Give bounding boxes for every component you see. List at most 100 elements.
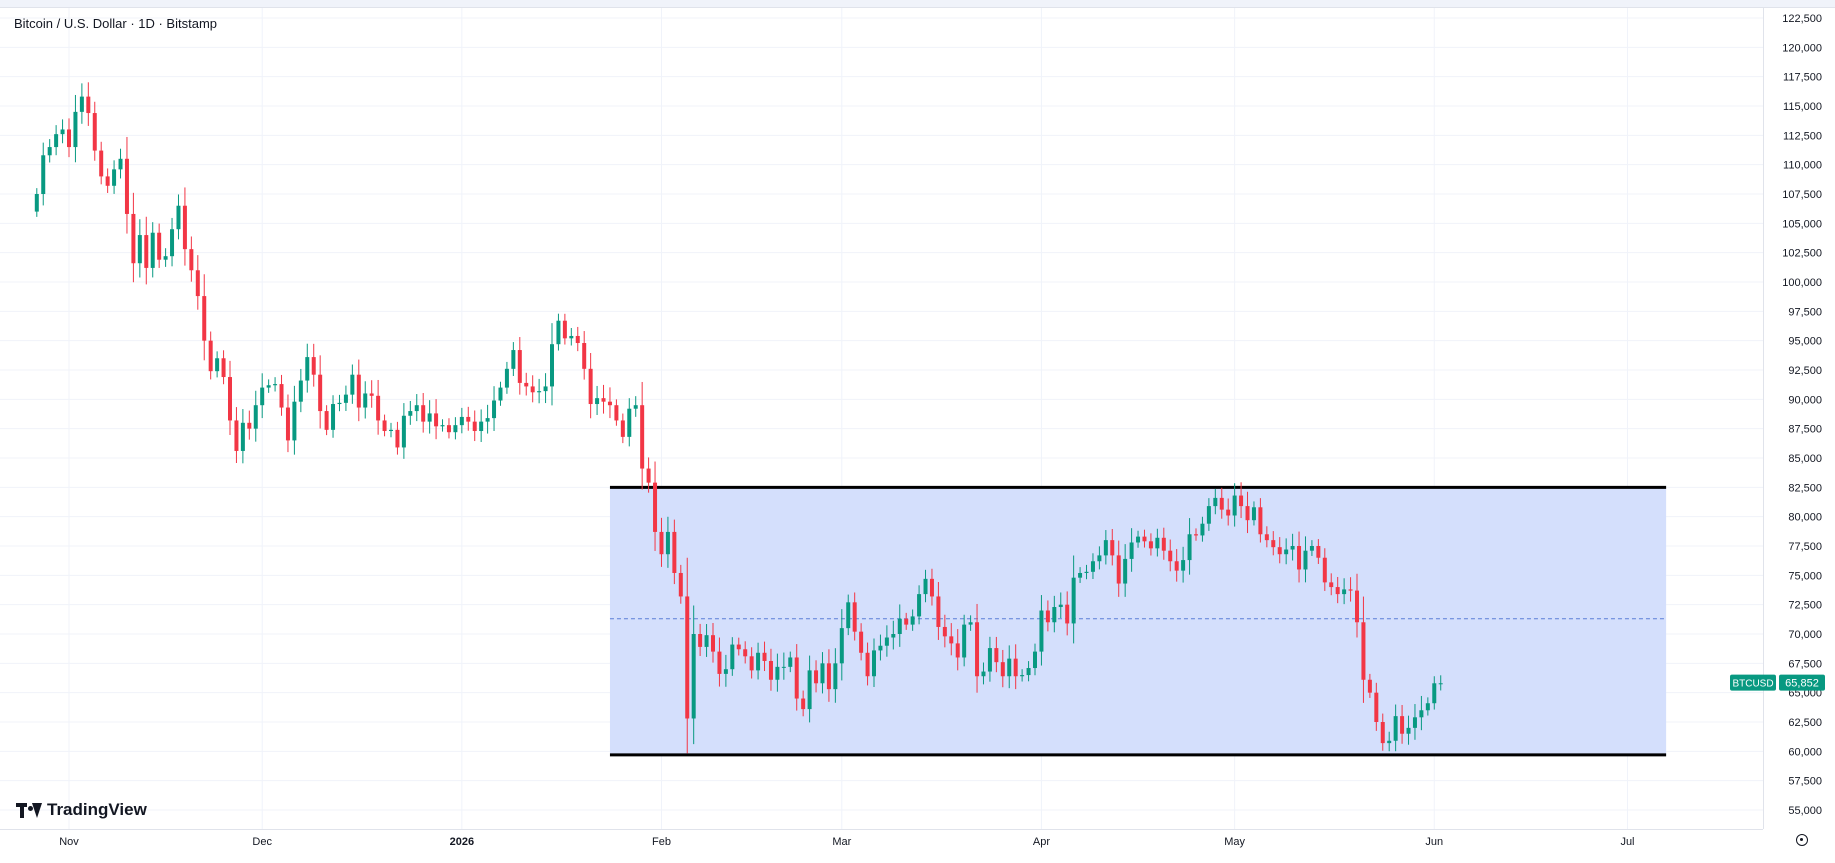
- settings-icon[interactable]: [1796, 834, 1808, 846]
- candle: [106, 168, 110, 193]
- candle-body: [1310, 546, 1314, 551]
- candle: [48, 139, 52, 162]
- candle-body: [1046, 611, 1050, 623]
- candle-body: [621, 420, 625, 436]
- candle: [383, 415, 387, 437]
- candle-body: [48, 147, 52, 155]
- candle-body: [1439, 683, 1443, 684]
- candle-body: [891, 634, 895, 638]
- candle: [434, 399, 438, 439]
- candle-body: [1149, 541, 1153, 548]
- price-axis[interactable]: 55,00057,50060,00062,50065,00067,50070,0…: [1763, 8, 1835, 829]
- candle-body: [1323, 558, 1327, 583]
- candle-body: [563, 321, 567, 339]
- candle-body: [292, 402, 296, 441]
- candle: [331, 395, 335, 438]
- candle-body: [936, 596, 940, 627]
- candle-body: [1407, 728, 1411, 734]
- candle: [518, 337, 522, 395]
- candle: [531, 375, 535, 402]
- candle: [196, 255, 200, 310]
- candle-body: [421, 405, 425, 421]
- candle-body: [1381, 722, 1385, 743]
- candle: [99, 142, 103, 185]
- candle: [589, 353, 593, 418]
- candle-body: [943, 627, 947, 636]
- price-tick-label: 62,500: [1788, 717, 1822, 729]
- candle: [209, 332, 213, 380]
- candle-body: [1027, 668, 1031, 675]
- candle-body: [1162, 538, 1166, 551]
- candle: [144, 217, 148, 285]
- time-tick-label: Mar: [832, 836, 851, 848]
- candle: [228, 361, 232, 435]
- tradingview-logo-icon: [16, 803, 42, 818]
- time-axis[interactable]: Nov Dec 2026 Feb Mar Apr May Jun Jul: [0, 830, 1763, 849]
- candle-body: [975, 622, 979, 676]
- candle-body: [795, 657, 799, 698]
- price-tick-label: 110,000: [1783, 160, 1822, 172]
- candle-body: [1001, 662, 1005, 676]
- candle-body: [1387, 741, 1391, 743]
- candle-body: [544, 386, 548, 391]
- candle-body: [86, 97, 90, 113]
- candle: [183, 187, 187, 265]
- candle-body: [479, 422, 483, 431]
- candle-body: [1065, 605, 1069, 624]
- candle-body: [717, 652, 721, 674]
- candle-body: [1091, 561, 1095, 572]
- candle-body: [550, 344, 554, 386]
- candle-body: [1213, 498, 1217, 506]
- price-tick-label: 60,000: [1788, 746, 1822, 758]
- candle: [280, 375, 284, 416]
- candle: [344, 386, 348, 411]
- candle: [254, 391, 258, 442]
- candle-body: [981, 672, 985, 677]
- candle-body: [209, 341, 213, 372]
- candle: [640, 382, 644, 490]
- candle-body: [1059, 605, 1063, 607]
- time-tick-label: Apr: [1033, 836, 1050, 848]
- price-tick-label: 112,500: [1783, 130, 1822, 142]
- candle-body: [383, 420, 387, 431]
- candle-body: [634, 405, 638, 409]
- candle-body: [460, 417, 464, 425]
- candle-body: [1342, 589, 1346, 594]
- candle-body: [1052, 607, 1056, 622]
- candle: [569, 328, 573, 346]
- candle-body: [1097, 555, 1101, 561]
- candle: [608, 387, 612, 418]
- candle-body: [788, 657, 792, 666]
- candle-body: [318, 375, 322, 411]
- candle-body: [402, 416, 406, 448]
- candle: [370, 380, 374, 408]
- candle-body: [1419, 710, 1423, 717]
- range-annotation[interactable]: [610, 487, 1666, 755]
- candle-body: [312, 357, 316, 375]
- candle-body: [222, 358, 226, 377]
- candle-body: [1033, 652, 1037, 668]
- candle: [73, 95, 77, 162]
- price-tick-label: 90,000: [1788, 394, 1822, 406]
- candle: [170, 218, 174, 266]
- candle-body: [672, 532, 676, 573]
- candle-body: [589, 369, 593, 404]
- candle-body: [846, 602, 850, 628]
- candle-body: [1104, 540, 1108, 555]
- candle: [582, 331, 586, 380]
- candle-body: [1265, 534, 1269, 540]
- candle-body: [685, 596, 689, 718]
- tradingview-logo[interactable]: TradingView: [16, 800, 147, 820]
- candle-body: [228, 377, 232, 420]
- candle-body: [1175, 561, 1179, 570]
- candle-body: [106, 176, 110, 185]
- candle-body: [1168, 551, 1172, 562]
- candle-body: [1207, 506, 1211, 524]
- candle-body: [125, 159, 129, 214]
- price-tick-label: 82,500: [1788, 482, 1822, 494]
- candle-body: [1284, 550, 1288, 555]
- candle-body: [1368, 680, 1372, 693]
- candle: [80, 83, 84, 123]
- candle-body: [576, 336, 580, 343]
